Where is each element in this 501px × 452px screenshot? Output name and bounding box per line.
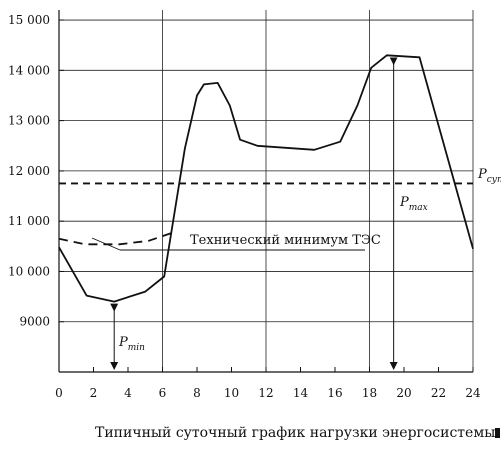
x-tick-label: 14 [293,386,309,400]
load-curve [58,54,474,303]
y-tick-label: 15 000 [8,13,50,27]
grid [59,10,474,372]
y-tick-label: 13 000 [8,114,50,128]
y-tick-label: 9000 [19,315,50,329]
y-tick-label: 14 000 [8,63,50,77]
x-tick-label: 20 [396,386,411,400]
annotations [91,57,398,370]
tech-min-label: Технический минимум ТЭС [190,233,381,248]
y-tick-label: 11 000 [8,214,50,228]
x-tick-label: 6 [159,386,167,400]
pmax-label: Pmax [399,195,428,213]
x-tick-label: 16 [327,386,342,400]
y-tick-label: 10 000 [8,264,50,278]
tech-min-leader [91,237,121,251]
pmin-label: Pmin [118,335,145,353]
y-tick-label: 12 000 [8,164,50,178]
x-tick-label: 8 [193,386,201,400]
psut-label: Pсут [477,167,501,185]
series [58,54,474,303]
tech-min-curve [58,232,172,246]
axes [58,10,474,373]
x-tick-label: 24 [465,386,481,400]
x-tick-label: 4 [124,386,132,400]
x-tick-label: 12 [258,386,273,400]
x-tick-label: 0 [55,386,63,400]
x-tick-label: 2 [90,386,98,400]
x-tick-label: 18 [362,386,377,400]
x-tick-label: 10 [224,386,239,400]
corner-mark [495,428,500,438]
x-tick-label: 22 [431,386,446,400]
chart-caption: Типичный суточный график нагрузки энерго… [95,425,495,441]
